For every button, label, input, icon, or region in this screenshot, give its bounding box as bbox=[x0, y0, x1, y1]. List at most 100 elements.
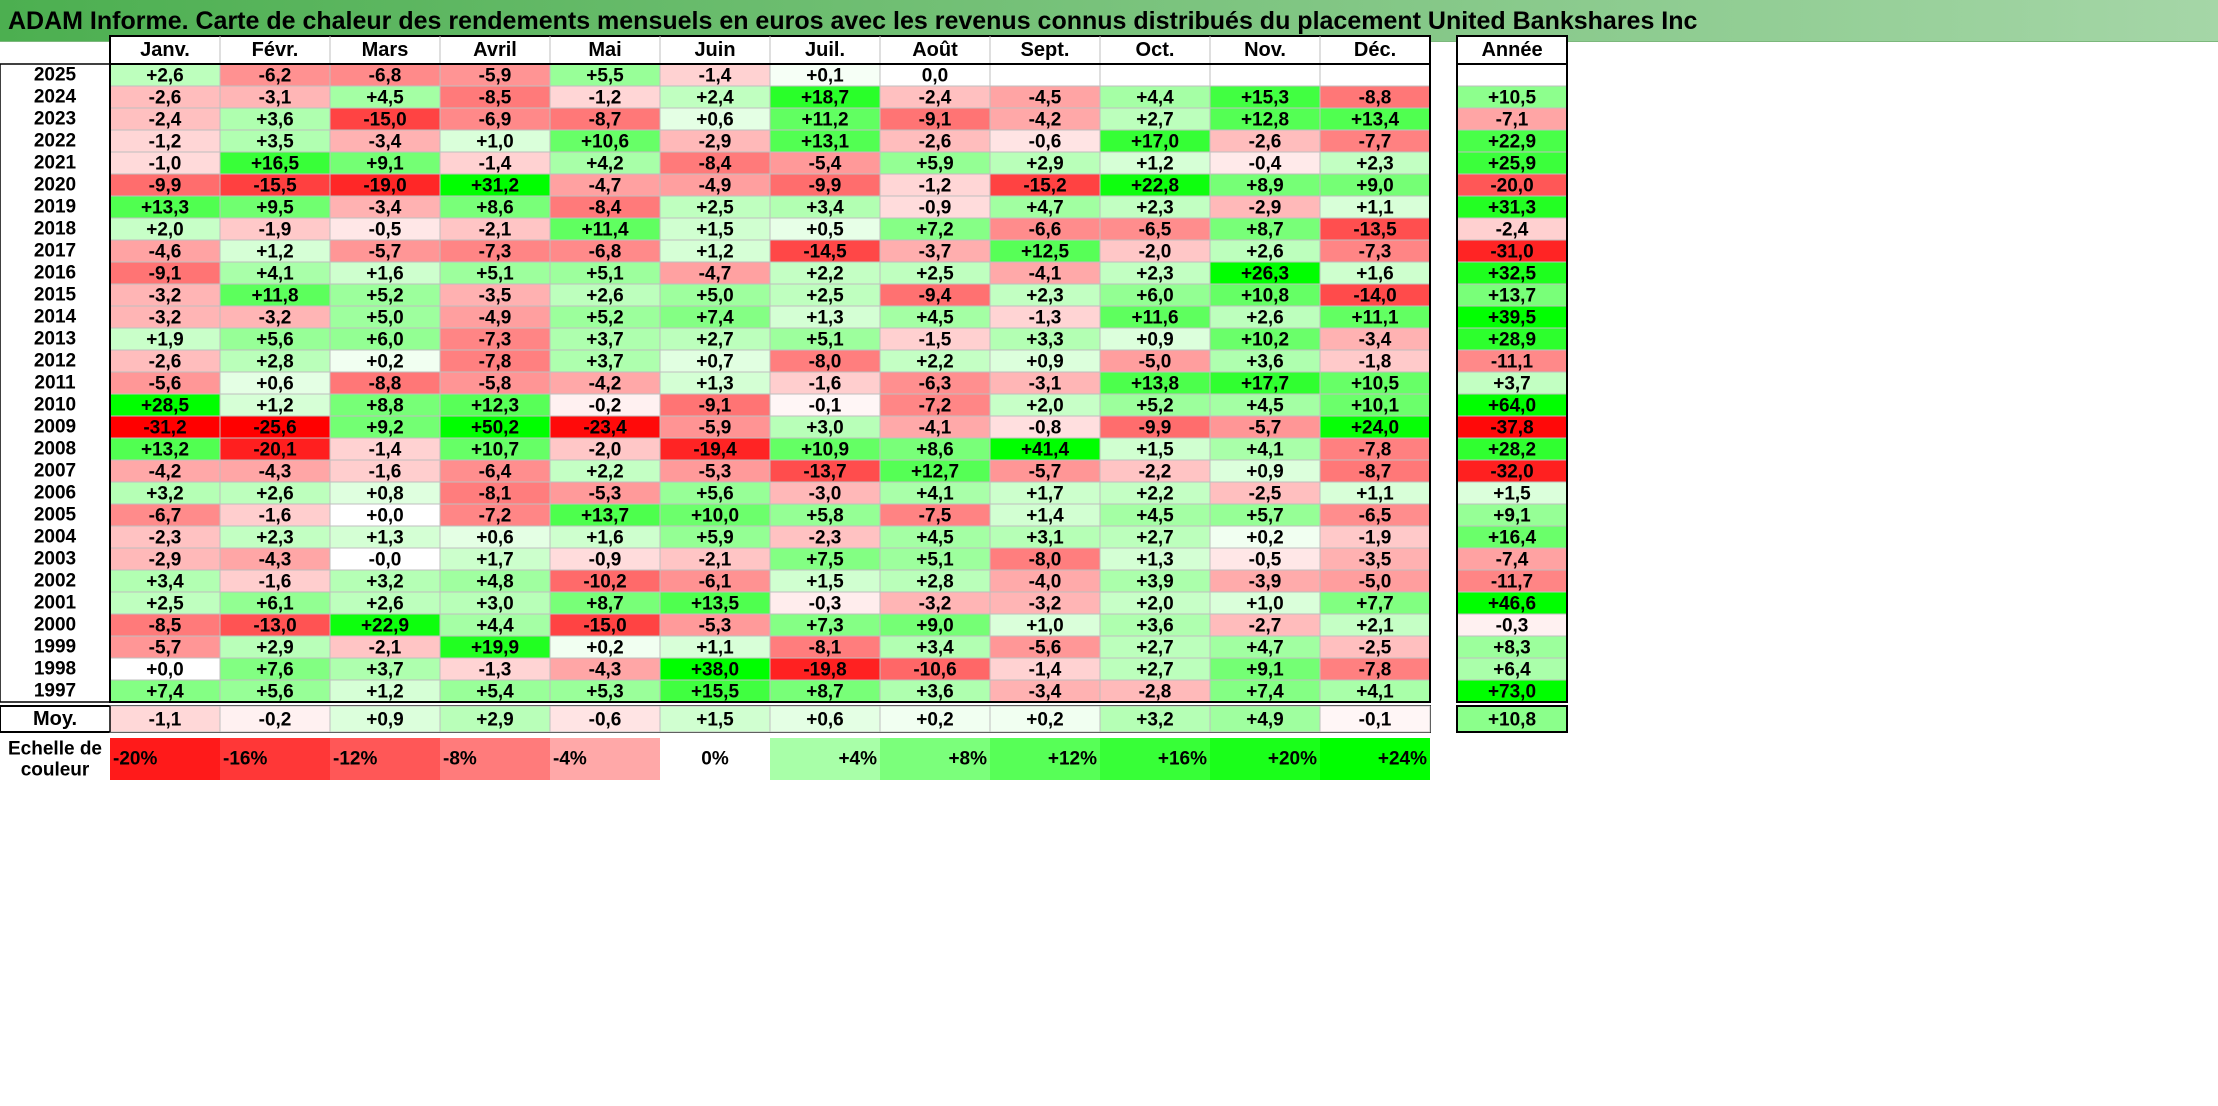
cell-value: +2,6 bbox=[146, 66, 184, 87]
cell-value: -8,7 bbox=[1359, 462, 1392, 483]
cell-value: +5,6 bbox=[696, 484, 734, 505]
cell-value: +5,6 bbox=[256, 330, 294, 351]
cell-value: -3,4 bbox=[1359, 330, 1392, 351]
month-header: Avril bbox=[473, 39, 517, 61]
month-header: Mars bbox=[362, 39, 409, 61]
cell-value: -3,2 bbox=[919, 594, 952, 615]
cell-value: +2,2 bbox=[916, 352, 954, 373]
cell-value: +3,6 bbox=[256, 110, 294, 131]
cell-value: +1,6 bbox=[1356, 264, 1394, 285]
cell-value: -3,2 bbox=[149, 308, 182, 329]
cell-value: +13,8 bbox=[1131, 374, 1179, 395]
scale-swatch bbox=[990, 738, 1100, 780]
cell-value: -3,2 bbox=[259, 308, 292, 329]
year-label: 1999 bbox=[34, 637, 76, 658]
cell-value: +28,5 bbox=[141, 396, 190, 417]
cell-value: +11,8 bbox=[251, 286, 298, 307]
average-cell bbox=[1319, 705, 1431, 733]
cell-value: -2,4 bbox=[149, 110, 182, 131]
cell-value: +10,6 bbox=[581, 132, 629, 153]
cell-value: -7,8 bbox=[1359, 440, 1392, 461]
cell-value: +2,8 bbox=[256, 352, 294, 373]
cell-value: -3,4 bbox=[1029, 682, 1062, 703]
cell-value: +10,2 bbox=[1241, 330, 1289, 351]
scale-swatch bbox=[550, 738, 660, 780]
cell-value: -6,5 bbox=[1139, 220, 1172, 241]
cell-value: +2,6 bbox=[366, 594, 404, 615]
year-label: 2006 bbox=[34, 483, 76, 504]
cell-value: +5,0 bbox=[366, 308, 404, 329]
cell-value: +3,7 bbox=[586, 352, 624, 373]
annual-value: -31,0 bbox=[1490, 242, 1533, 263]
annual-value: -37,8 bbox=[1490, 418, 1533, 439]
cell-value: -3,7 bbox=[919, 242, 952, 263]
scale-swatch bbox=[220, 738, 330, 780]
cell-value: -2,6 bbox=[919, 132, 952, 153]
cell-value: +9,1 bbox=[366, 154, 404, 175]
cell-value: -5,6 bbox=[149, 374, 182, 395]
cell-value: +1,5 bbox=[1136, 440, 1174, 461]
cell-value: +7,5 bbox=[806, 550, 844, 571]
cell-value: +5,2 bbox=[366, 286, 404, 307]
cell-value: -4,2 bbox=[149, 462, 182, 483]
cell-value: +8,9 bbox=[1246, 176, 1284, 197]
cell-value: -2,0 bbox=[589, 440, 622, 461]
cell-value: +4,4 bbox=[1136, 88, 1174, 109]
cell-value: +0,6 bbox=[476, 528, 514, 549]
cell-value: -4,3 bbox=[259, 462, 292, 483]
average-annual-value: +10,8 bbox=[1488, 710, 1536, 731]
cell-value: -15,2 bbox=[1023, 176, 1066, 197]
annual-value: +25,9 bbox=[1488, 154, 1536, 175]
cell-value: -1,3 bbox=[1029, 308, 1062, 329]
cell-value: -5,7 bbox=[149, 638, 182, 659]
year-label: 2024 bbox=[34, 87, 77, 108]
cell-value: +0,8 bbox=[366, 484, 404, 505]
year-label: 2021 bbox=[34, 153, 77, 174]
cell-value: -3,0 bbox=[809, 484, 842, 505]
cell-value: +4,5 bbox=[1136, 506, 1174, 527]
average-value: +0,9 bbox=[366, 710, 404, 731]
scale-step-label: -12% bbox=[333, 749, 377, 770]
cell-value: +4,5 bbox=[1246, 396, 1284, 417]
year-label: 2007 bbox=[34, 461, 76, 482]
cell-value: +7,4 bbox=[1246, 682, 1284, 703]
cell-value: -5,0 bbox=[1139, 352, 1172, 373]
cell-value: +3,5 bbox=[256, 132, 294, 153]
cell-value: +2,7 bbox=[1136, 110, 1174, 131]
cell-value: +4,1 bbox=[1356, 682, 1394, 703]
cell-value: +3,7 bbox=[586, 330, 624, 351]
cell-value: -5,7 bbox=[1249, 418, 1282, 439]
cell-value: +18,7 bbox=[801, 88, 849, 109]
cell-value: +8,7 bbox=[806, 682, 844, 703]
cell-value: -4,0 bbox=[1029, 572, 1062, 593]
cell-value: +12,5 bbox=[1021, 242, 1070, 263]
cell-value: -7,7 bbox=[1359, 132, 1392, 153]
cell-value: -0,5 bbox=[1249, 550, 1282, 571]
cell-value: -0,5 bbox=[369, 220, 402, 241]
cell-value: -7,2 bbox=[479, 506, 512, 527]
cell-value: -0,1 bbox=[809, 396, 842, 417]
cell-value: +2,4 bbox=[696, 88, 734, 109]
average-value: +0,2 bbox=[916, 710, 954, 731]
cell-value: +17,0 bbox=[1131, 132, 1179, 153]
cell-value: +5,1 bbox=[806, 330, 844, 351]
cell-value: -2,6 bbox=[1249, 132, 1282, 153]
cell-value: +2,5 bbox=[146, 594, 184, 615]
cell-value: -2,4 bbox=[919, 88, 952, 109]
cell-value: +0,6 bbox=[696, 110, 734, 131]
cell-value: +0,2 bbox=[586, 638, 624, 659]
cell-value: +2,6 bbox=[256, 484, 294, 505]
cell-value: +10,1 bbox=[1351, 396, 1400, 417]
cell-value: +7,2 bbox=[916, 220, 954, 241]
cell-value: -0,0 bbox=[369, 550, 402, 571]
cell-value: +7,4 bbox=[696, 308, 734, 329]
cell-value: -23,4 bbox=[583, 418, 627, 439]
scale-swatch bbox=[660, 738, 770, 780]
annual-value: +46,6 bbox=[1488, 594, 1536, 615]
cell-value: +0,9 bbox=[1026, 352, 1064, 373]
cell-value: +1,7 bbox=[1026, 484, 1064, 505]
cell-value: +6,0 bbox=[366, 330, 404, 351]
cell-value: -6,8 bbox=[589, 242, 622, 263]
cell-value: +2,7 bbox=[696, 330, 734, 351]
cell-value: -0,4 bbox=[1249, 154, 1282, 175]
